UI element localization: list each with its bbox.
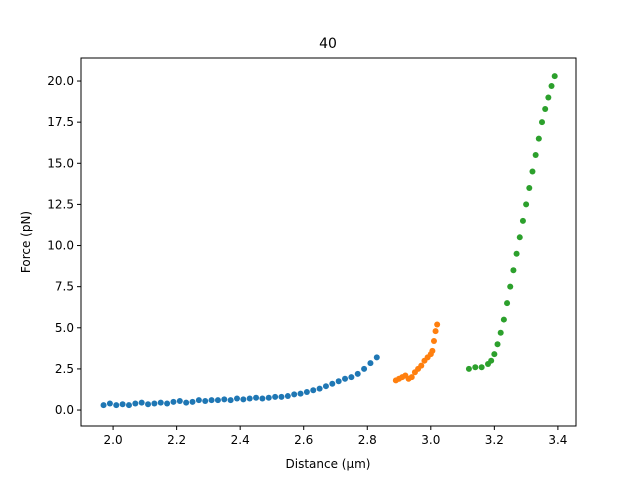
x-tick-label: 2.6 (294, 433, 313, 447)
y-tick-label: 10.0 (47, 239, 74, 253)
point (246, 395, 253, 402)
point (529, 168, 536, 175)
point (132, 400, 139, 407)
point (265, 394, 272, 401)
x-tick-label: 2.0 (104, 433, 123, 447)
point (513, 250, 520, 257)
point (170, 398, 177, 405)
point (335, 378, 342, 385)
point (504, 300, 511, 307)
point (183, 399, 190, 406)
point (523, 201, 530, 208)
point (478, 364, 485, 371)
point (119, 401, 126, 408)
point (138, 399, 145, 406)
x-tick-label: 3.2 (485, 433, 504, 447)
x-axis-label: Distance (μm) (286, 457, 371, 471)
point (539, 119, 546, 126)
point (488, 357, 495, 364)
point (100, 402, 107, 409)
point (227, 397, 234, 404)
y-tick-label: 7.5 (55, 280, 74, 294)
point (497, 329, 504, 336)
point (202, 397, 209, 404)
point (429, 347, 436, 354)
point (214, 397, 221, 404)
point (322, 383, 329, 390)
point (535, 135, 542, 142)
x-tick-label: 3.0 (421, 433, 440, 447)
point (418, 362, 425, 369)
point (548, 82, 555, 89)
y-tick-label: 20.0 (47, 74, 74, 88)
y-tick-label: 0.0 (55, 403, 74, 417)
point (354, 370, 361, 377)
point (195, 397, 202, 404)
point (465, 365, 472, 372)
point (278, 393, 285, 400)
point (342, 375, 349, 382)
y-tick-label: 12.5 (47, 197, 74, 211)
point (113, 402, 120, 409)
x-tick-label: 2.2 (167, 433, 186, 447)
point (240, 396, 247, 403)
point (348, 374, 355, 381)
y-tick-label: 17.5 (47, 115, 74, 129)
x-tick-label: 3.4 (548, 433, 567, 447)
point (291, 391, 298, 398)
point (519, 217, 526, 224)
point (472, 364, 479, 371)
y-axis-label: Force (pN) (19, 211, 33, 273)
point (491, 351, 498, 358)
point (253, 394, 260, 401)
point (510, 267, 517, 274)
point (367, 360, 374, 367)
point (284, 393, 291, 400)
point (526, 184, 533, 191)
point (106, 400, 113, 407)
point (494, 341, 501, 348)
point (329, 380, 336, 387)
chart-title: 40 (319, 36, 337, 52)
y-tick-label: 2.5 (55, 362, 74, 376)
point (125, 402, 132, 409)
point (432, 328, 439, 335)
plot-frame (80, 57, 577, 427)
point (151, 400, 158, 407)
point (434, 321, 441, 328)
y-tick-label: 15.0 (47, 156, 74, 170)
point (430, 337, 437, 344)
point (532, 152, 539, 159)
point (272, 393, 279, 400)
x-tick-label: 2.8 (358, 433, 377, 447)
point (259, 395, 266, 402)
point (408, 374, 415, 381)
point (303, 388, 310, 395)
point (516, 234, 523, 241)
point (145, 401, 152, 408)
point (176, 397, 183, 404)
point (157, 399, 164, 406)
point (500, 316, 507, 323)
point (221, 396, 228, 403)
point (164, 400, 171, 407)
point (316, 385, 323, 392)
point (507, 283, 514, 290)
point (233, 395, 240, 402)
point (208, 397, 215, 404)
x-tick-label: 2.4 (231, 433, 250, 447)
point (361, 365, 368, 372)
point (542, 105, 549, 112)
y-tick-label: 5.0 (55, 321, 74, 335)
point (189, 398, 196, 405)
point (545, 94, 552, 101)
point (310, 387, 317, 394)
point (551, 73, 558, 80)
point (373, 354, 380, 361)
point (297, 390, 304, 397)
